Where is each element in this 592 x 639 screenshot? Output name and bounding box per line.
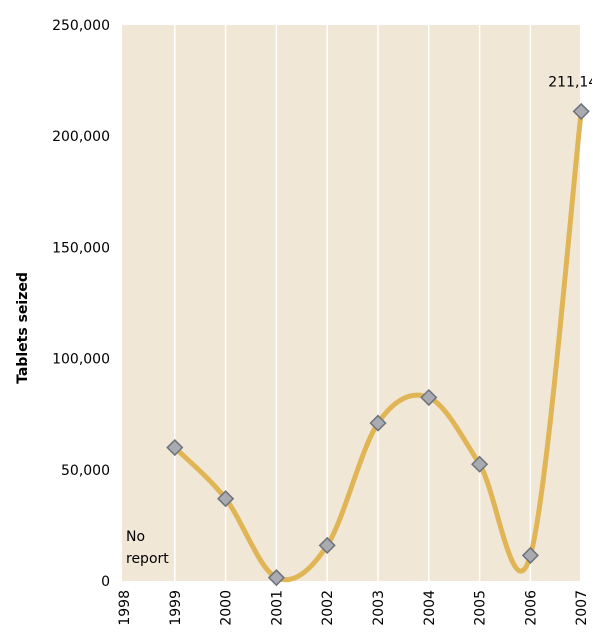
data-point-2003 xyxy=(369,414,387,432)
annotation-no-report: No xyxy=(126,529,145,545)
grid-lines xyxy=(174,25,582,581)
x-tick-label: 2001 xyxy=(269,590,285,626)
series-line xyxy=(172,108,584,583)
y-tick-label: 200,000 xyxy=(52,129,110,145)
x-tick-label: 2003 xyxy=(371,590,387,626)
y-axis-label: Tablets seized xyxy=(15,272,31,384)
data-points xyxy=(166,102,590,587)
y-tick-label: 250,000 xyxy=(52,18,110,34)
y-tick-label: 0 xyxy=(101,574,110,590)
x-tick-label: 2005 xyxy=(473,590,489,626)
y-tick-label: 50,000 xyxy=(61,463,110,479)
data-point-2000 xyxy=(217,490,235,508)
x-axis-ticks: 1998 1999 2000 2001 2002 2003 2004 2005 2006 2007 xyxy=(117,590,590,626)
data-point-1999 xyxy=(166,438,184,457)
plot-background xyxy=(122,25,580,581)
data-point-2002 xyxy=(318,536,336,554)
x-tick-label: 2007 xyxy=(574,590,590,626)
x-tick-label: 2002 xyxy=(320,590,336,626)
data-point-2001 xyxy=(267,569,285,587)
y-axis-ticks: 0 50,000 100,000 150,000 200,000 250,000 xyxy=(52,18,110,590)
data-point-2004 xyxy=(420,388,438,407)
y-tick-label: 150,000 xyxy=(52,240,110,256)
data-point-2007 xyxy=(572,102,590,120)
data-point-2005 xyxy=(471,455,489,473)
x-tick-label: 1999 xyxy=(168,590,184,626)
annotation-no-report: report xyxy=(126,551,169,567)
annotation-peak-value: 211,145 xyxy=(548,74,592,90)
data-point-2006 xyxy=(521,546,539,564)
y-tick-label: 100,000 xyxy=(52,352,110,368)
x-tick-label: 1998 xyxy=(117,590,133,626)
x-tick-label: 2004 xyxy=(422,590,438,626)
annotations: No report 211,145 xyxy=(126,74,592,567)
x-tick-label: 2000 xyxy=(219,590,235,626)
x-tick-label: 2006 xyxy=(523,590,539,626)
